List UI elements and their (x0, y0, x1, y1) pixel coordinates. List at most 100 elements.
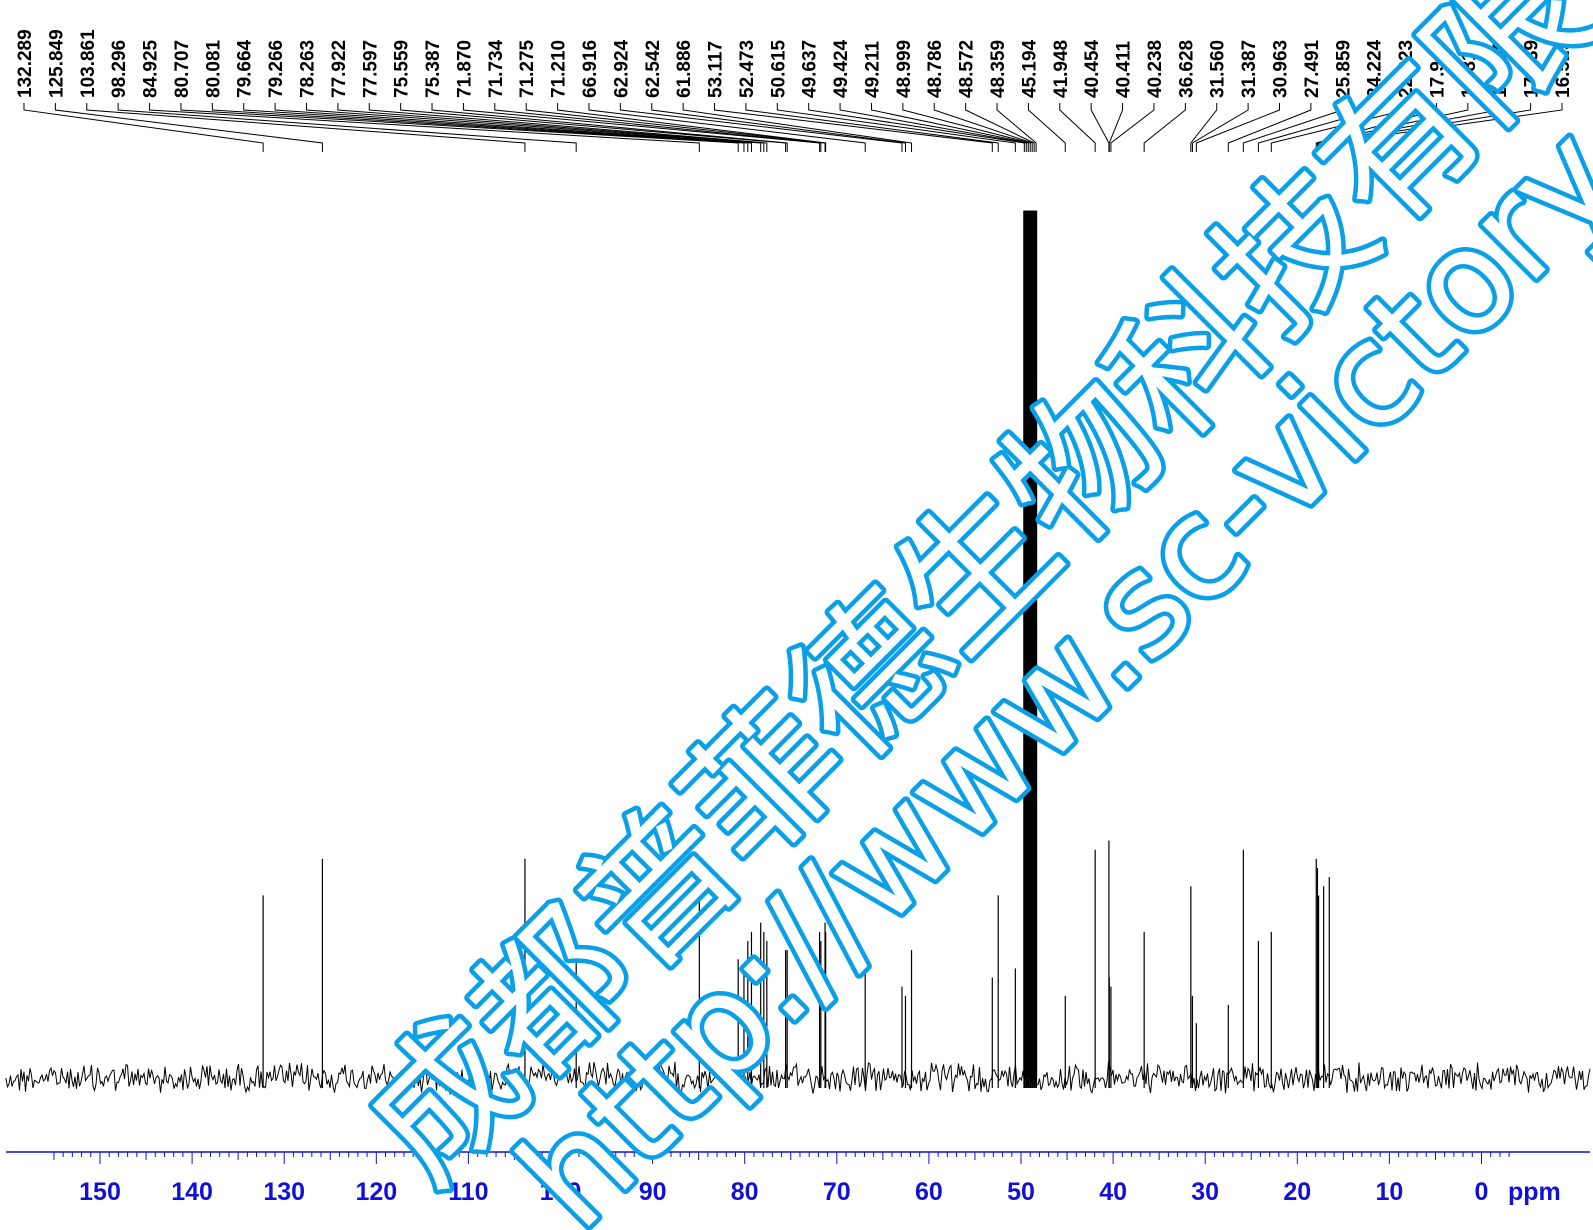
peak-connector-23 (745, 103, 999, 152)
noise-baseline (5, 1061, 1591, 1095)
peak-label-layer: 132.289 125.849 103.861 98.296 84.925 80.707 8… (15, 29, 1574, 98)
peak-label-42: 25.859 (1333, 40, 1354, 98)
peak-connector-49 (1328, 103, 1563, 152)
watermark-company: 成都普菲德生物科技有限公司 (332, 0, 1593, 1215)
peak-label-2: 103.861 (78, 29, 99, 98)
peak-label-33: 41.948 (1051, 40, 1072, 98)
peak-label-7: 79.664 (235, 39, 256, 98)
peak-label-40: 30.963 (1271, 40, 1292, 98)
baseline-noise-trace (5, 1061, 1591, 1095)
peak-label-32: 45.194 (1019, 39, 1040, 98)
peak-connector-36 (1110, 103, 1155, 152)
peak-connector-1 (54, 103, 323, 152)
peak-label-5: 80.707 (172, 40, 193, 98)
peak-connector-19 (619, 103, 903, 152)
peak-connector-12 (400, 103, 787, 152)
peak-connector-4 (149, 103, 700, 152)
peak-label-12: 75.559 (392, 40, 413, 98)
peak-connector-27 (870, 103, 1029, 152)
x-axis: 150 140 130 120 110 100 90 80 70 60 50 40 30 20 10 0 ppm (6, 1151, 1590, 1206)
peak-connector-31 (996, 103, 1037, 152)
peak-label-0: 132.289 (15, 29, 36, 98)
peak-connector-32 (1027, 103, 1066, 152)
peak-connector-10 (337, 103, 765, 152)
peak-connector-38 (1190, 103, 1218, 152)
peak-label-25: 49.637 (800, 40, 821, 98)
peak-connector-46 (1316, 103, 1469, 152)
x-tick-label-90: 90 (639, 1178, 667, 1206)
peak-layer (262, 210, 1330, 1088)
peak-label-1: 125.849 (46, 29, 67, 98)
peak-label-36: 40.238 (1145, 40, 1166, 98)
peak-connector-43 (1257, 103, 1375, 152)
peak-connector-47 (1318, 103, 1500, 152)
peak-connector-17 (557, 103, 827, 152)
x-tick-label-130: 130 (263, 1178, 305, 1206)
peak-connector-6 (211, 103, 745, 152)
peak-connector-layer (23, 103, 1563, 152)
peak-connector-37 (1143, 103, 1186, 152)
peak-label-18: 66.916 (580, 40, 601, 98)
peak-connector-5 (180, 103, 739, 152)
x-tick-label-150: 150 (79, 1178, 121, 1206)
peak-label-49: 16.529 (1553, 40, 1574, 98)
peak-label-35: 40.411 (1114, 41, 1135, 98)
peak-label-23: 52.473 (737, 40, 758, 98)
peak-connector-29 (933, 103, 1033, 152)
peak-connector-44 (1270, 103, 1406, 152)
peak-label-11: 77.597 (360, 40, 381, 98)
peak-connector-18 (588, 103, 866, 152)
peak-connector-16 (525, 103, 826, 152)
peak-connector-21 (682, 103, 913, 152)
peak-label-30: 48.572 (957, 40, 978, 98)
peak-label-38: 31.560 (1208, 40, 1229, 98)
peak-label-39: 31.387 (1239, 40, 1260, 98)
peak-connector-35 (1108, 103, 1124, 152)
peak-connector-48 (1323, 103, 1532, 152)
peak-label-10: 77.922 (329, 40, 350, 98)
peak-connector-8 (274, 103, 752, 152)
peak-label-44: 22.823 (1396, 40, 1417, 98)
peak-label-16: 71.275 (517, 39, 538, 98)
peak-label-9: 78.263 (297, 40, 318, 98)
peak-connector-2 (86, 103, 526, 152)
peak-label-22: 53.117 (706, 41, 727, 98)
peak-label-21: 61.886 (674, 40, 695, 98)
x-tick-label-70: 70 (823, 1178, 851, 1206)
peak-label-31: 48.359 (988, 40, 1009, 98)
peak-label-8: 79.266 (266, 40, 287, 98)
x-tick-label-140: 140 (171, 1178, 213, 1206)
peak-label-47: 17.690 (1490, 40, 1511, 98)
peak-connector-40 (1195, 103, 1281, 152)
peak-connector-22 (714, 103, 993, 152)
peak-connector-28 (902, 103, 1031, 152)
peak-label-20: 62.542 (643, 40, 664, 98)
peak-connector-26 (839, 103, 1027, 152)
peak-label-17: 71.210 (549, 40, 570, 98)
peak-label-48: 17.139 (1522, 40, 1543, 98)
peak-connector-11 (368, 103, 768, 152)
peak-label-3: 98.296 (109, 40, 130, 98)
peak-label-15: 71.734 (486, 39, 507, 98)
peak-label-37: 36.628 (1176, 40, 1197, 98)
solvent-multiplet (1023, 210, 1038, 1078)
peak-label-4: 84.925 (141, 39, 162, 98)
peak-connector-7 (243, 103, 749, 152)
peak-connector-42 (1242, 103, 1343, 152)
peak-connector-34 (1090, 103, 1110, 152)
peak-connector-25 (808, 103, 1025, 152)
peak-label-43: 24.224 (1365, 39, 1386, 98)
peak-label-41: 27.491 (1302, 39, 1323, 98)
x-tick-label-20: 20 (1283, 1178, 1311, 1206)
x-tick-label-0: 0 (1475, 1178, 1489, 1206)
peak-label-27: 49.211 (862, 41, 883, 98)
x-tick-label-60: 60 (915, 1178, 943, 1206)
peak-connector-14 (462, 103, 821, 152)
x-tick-label-40: 40 (1099, 1178, 1127, 1206)
peak-connector-30 (965, 103, 1035, 152)
peak-connector-45 (1315, 103, 1437, 152)
peak-label-34: 40.454 (1082, 39, 1103, 98)
x-tick-label-50: 50 (1007, 1178, 1035, 1206)
x-tick-label-110: 110 (448, 1178, 488, 1206)
peak-label-46: 17.813 (1459, 40, 1480, 98)
